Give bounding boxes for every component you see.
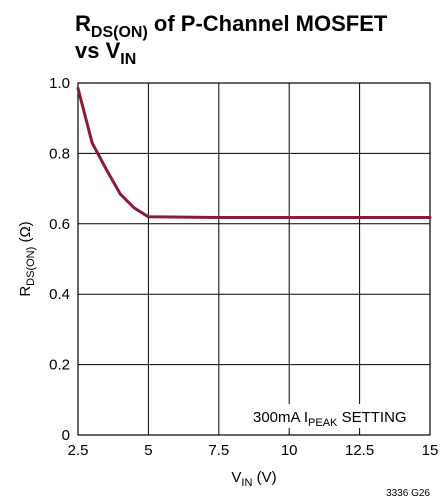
chart-title-line2: vs VIN [75,38,136,68]
y-tick-label-0: 0 [62,427,70,444]
x-axis-label-sub: IN [241,477,252,489]
x-tick-label-15: 15 [422,442,439,459]
y-tick-label-0.8: 0.8 [49,145,70,162]
y-axis-label-sub: DS(ON) [25,247,37,286]
x-tick-label-10: 10 [281,442,298,459]
y-tick-labels: 0 0.2 0.4 0.6 0.8 1.0 [49,75,70,444]
y-axis-label: RDS(ON) (Ω) [17,221,37,296]
y-tick-label-0.4: 0.4 [49,286,70,303]
annotation-post: SETTING [337,409,406,426]
title-vin-subscript: IN [120,51,136,68]
title-rest: of P-Channel MOSFET [148,11,388,36]
grid [78,83,430,435]
x-axis-label: VIN (V) [231,469,276,489]
x-axis-label-v: V [231,469,241,486]
y-tick-label-0.6: 0.6 [49,216,70,233]
series-line-0 [76,86,432,219]
x-axis-label-rest: (V) [252,469,276,486]
y-axis-label-rest: (Ω) [17,221,34,246]
x-tick-label-7.5: 7.5 [208,442,229,459]
x-tick-label-2.5: 2.5 [68,442,89,459]
title-r-subscript: DS(ON) [91,24,148,41]
annotation-sub: PEAK [308,417,338,429]
figure-id: 3336 G26 [386,488,430,499]
y-tick-label-1.0: 1.0 [49,75,70,92]
annotation-background [247,404,425,428]
x-tick-label-5: 5 [144,442,152,459]
title-r: R [75,11,91,36]
x-tick-label-12.5: 12.5 [345,442,374,459]
y-tick-label-0.2: 0.2 [49,357,70,374]
x-tick-labels: 2.5 5 7.5 10 12.5 15 [68,442,439,459]
plot-frame [77,82,431,436]
title-vs: vs V [75,38,121,63]
annotation-pre: 300mA I [253,409,308,426]
series-group [76,86,432,219]
annotation: 300mA IPEAK SETTING [253,409,407,429]
y-axis-label-r: R [17,286,34,297]
chart-title-line1: RDS(ON) of P-Channel MOSFET [75,11,388,41]
